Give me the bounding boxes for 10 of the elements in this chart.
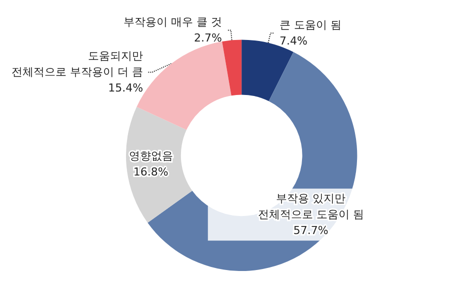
slice-label: 부작용이 매우 클 것 (123, 16, 222, 29)
slice-label: 부작용 있지만 전체적으로 도움이 됨 (258, 192, 364, 222)
slice-label: 도움되지만 전체적으로 부작용이 더 큼 (12, 50, 144, 79)
data-label: 57.7% (293, 224, 328, 238)
data-label: 7.4% (280, 34, 308, 48)
data-label: 16.8% (133, 165, 168, 178)
slice-label: 영향없음 (128, 149, 173, 162)
data-label: 15.4% (108, 82, 144, 95)
data-label: 2.7% (194, 32, 222, 45)
slice-label: 큰 도움이 됨 (280, 18, 342, 32)
